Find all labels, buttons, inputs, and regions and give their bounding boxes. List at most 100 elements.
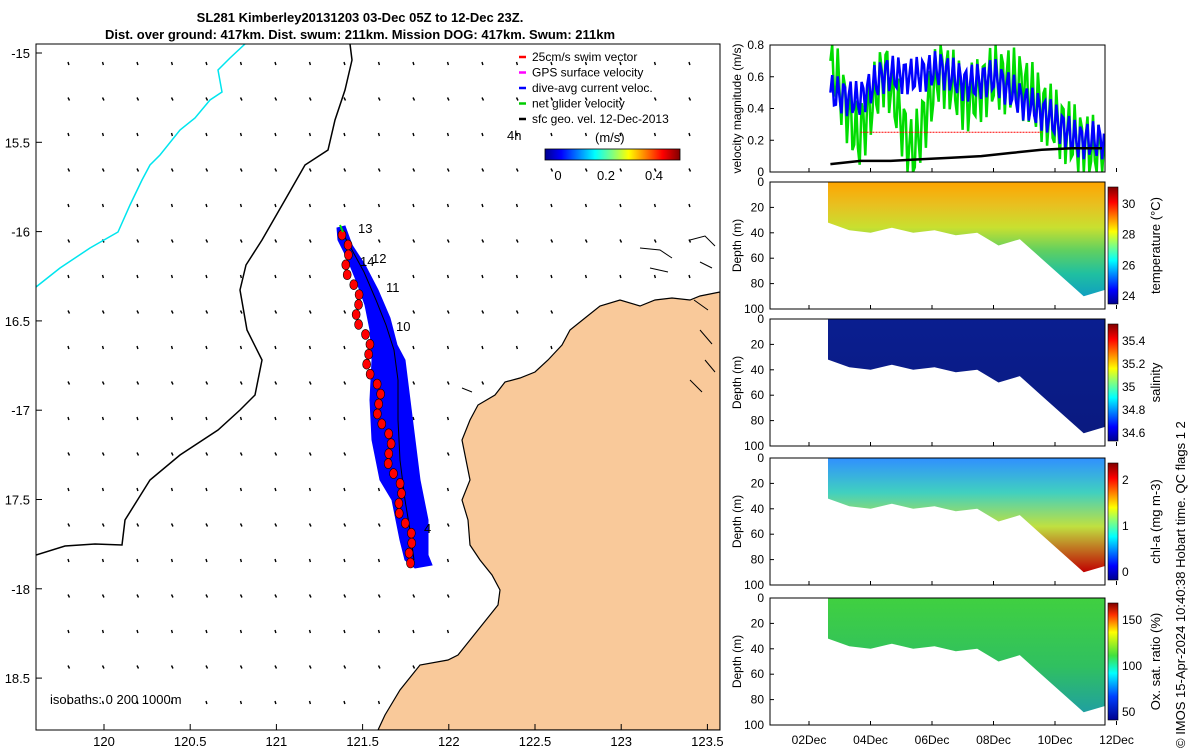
surface-velocity-arrow bbox=[239, 310, 243, 314]
surface-velocity-arrow bbox=[446, 594, 450, 598]
land-mass bbox=[377, 291, 720, 730]
colorbar-tick-label: 34.6 bbox=[1122, 426, 1146, 440]
ytick-label: 0.4 bbox=[747, 102, 764, 116]
surface-velocity-arrow bbox=[205, 558, 208, 563]
surface-velocity-arrow bbox=[239, 132, 243, 137]
surface-velocity-arrow bbox=[446, 239, 450, 243]
surface-velocity-arrow bbox=[274, 274, 277, 279]
surface-velocity-arrow bbox=[239, 274, 243, 279]
surface-velocity-arrow bbox=[67, 558, 70, 563]
surface-velocity-arrow bbox=[239, 594, 243, 598]
ytick-label: 40 bbox=[751, 363, 765, 377]
surface-velocity-arrow bbox=[377, 97, 381, 101]
day-label-10: 10 bbox=[396, 319, 410, 334]
surface-velocity-arrow bbox=[343, 452, 347, 456]
swim-vector bbox=[344, 249, 353, 261]
surface-velocity-arrow bbox=[67, 594, 71, 598]
surface-velocity-arrow bbox=[653, 274, 657, 279]
surface-velocity-arrow bbox=[274, 594, 278, 598]
surface-velocity-arrow bbox=[101, 629, 105, 634]
surface-velocity-arrow bbox=[724, 204, 725, 207]
surface-velocity-arrow bbox=[343, 168, 347, 172]
map-xtick-label: 121.5 bbox=[346, 734, 379, 749]
surface-velocity-arrow bbox=[308, 594, 312, 598]
surface-velocity-arrow bbox=[274, 132, 277, 137]
surface-velocity-arrow bbox=[481, 345, 484, 350]
surface-velocity-arrow bbox=[688, 168, 692, 172]
surface-velocity-arrow bbox=[239, 239, 243, 243]
surface-velocity-arrow bbox=[239, 523, 243, 527]
surface-velocity-arrow bbox=[170, 97, 174, 101]
plot-title-line2: Dist. over ground: 417km. Dist. swum: 21… bbox=[104, 27, 616, 42]
surface-velocity-arrow bbox=[136, 452, 140, 456]
surface-velocity-arrow bbox=[308, 452, 312, 456]
surface-velocity-arrow bbox=[101, 416, 105, 421]
colorbar-tick-label: 2 bbox=[1122, 473, 1129, 487]
legend-label: GPS surface velocity bbox=[532, 66, 643, 80]
surface-velocity-arrow bbox=[446, 523, 450, 527]
surface-velocity-arrow bbox=[274, 700, 277, 705]
ytick-label: 100 bbox=[744, 439, 764, 453]
panel-ylabel: Depth (m) bbox=[730, 635, 744, 688]
surface-velocity-arrow bbox=[412, 274, 415, 279]
surface-velocity-arrow bbox=[205, 416, 208, 421]
map-ytick-label: -15 bbox=[11, 46, 30, 61]
map-ytick-label: 16.5 bbox=[5, 314, 30, 329]
surface-velocity-arrow bbox=[515, 345, 519, 350]
surface-velocity-arrow bbox=[515, 61, 519, 66]
surface-velocity-arrow bbox=[619, 168, 623, 172]
surface-velocity-arrow bbox=[67, 700, 70, 705]
surface-velocity-arrow bbox=[239, 416, 243, 421]
colorbar-tick-label: 24 bbox=[1122, 289, 1136, 303]
surface-velocity-arrow bbox=[653, 239, 657, 243]
surface-velocity-arrow bbox=[308, 381, 312, 385]
surface-velocity-arrow bbox=[67, 487, 70, 492]
panel-ylabel: Depth (m) bbox=[730, 495, 744, 548]
surface-velocity-arrow bbox=[239, 168, 243, 172]
map-legend: 25cm/s swim vector GPS surface velocitydi… bbox=[507, 50, 681, 183]
surface-velocity-arrow bbox=[205, 665, 209, 669]
surface-velocity-arrow bbox=[170, 132, 174, 137]
surface-velocity-arrow bbox=[101, 97, 105, 101]
surface-velocity-arrow bbox=[515, 239, 519, 243]
surface-velocity-arrow bbox=[688, 132, 691, 137]
ytick-label: 80 bbox=[751, 414, 765, 428]
colorbar-tick-label: 28 bbox=[1122, 228, 1136, 242]
surface-velocity-arrow bbox=[619, 203, 622, 208]
map-xtick-label: 120.5 bbox=[174, 734, 207, 749]
surface-velocity-arrow bbox=[550, 61, 553, 66]
plot-title-line1: SL281 Kimberley20131203 03-Dec 05Z to 12… bbox=[196, 10, 524, 25]
surface-velocity-arrow bbox=[377, 700, 381, 705]
section-colorbar bbox=[1107, 186, 1119, 305]
swim-vector bbox=[365, 368, 375, 380]
surface-velocity-arrow bbox=[412, 345, 415, 350]
ytick-label: 40 bbox=[751, 502, 765, 516]
surface-velocity-arrow bbox=[412, 97, 416, 101]
surface-velocity-arrow bbox=[446, 487, 450, 492]
surface-velocity-arrow bbox=[205, 381, 209, 385]
surface-velocity-arrow bbox=[377, 523, 381, 527]
surface-velocity-arrow bbox=[101, 558, 105, 563]
surface-velocity-arrow bbox=[67, 310, 71, 314]
surface-velocity-arrow bbox=[170, 487, 174, 492]
swim-vector bbox=[349, 279, 359, 290]
surface-velocity-arrow bbox=[101, 61, 105, 66]
surface-velocity-arrow bbox=[724, 169, 726, 172]
colorbar-tick-label: 26 bbox=[1122, 258, 1136, 272]
surface-velocity-arrow bbox=[101, 452, 105, 456]
oxygen-panel: 0 20 40 60 80 100 Depth (m) 150 100 50 Ox. sat. ra… bbox=[730, 591, 1163, 747]
surface-velocity-arrow bbox=[205, 452, 209, 456]
date-tick-label: 02Dec bbox=[792, 733, 827, 747]
surface-velocity-arrow bbox=[205, 487, 208, 492]
surface-velocity-arrow bbox=[343, 523, 347, 527]
swim-vector bbox=[376, 388, 385, 400]
surface-velocity-arrow bbox=[170, 452, 174, 456]
surface-velocity-arrow bbox=[67, 345, 70, 350]
surface-velocity-arrow bbox=[239, 558, 243, 563]
surface-velocity-arrow bbox=[724, 275, 725, 278]
surface-velocity-arrow bbox=[170, 168, 174, 172]
surface-velocity-arrow bbox=[377, 487, 381, 492]
surface-velocity-arrow bbox=[550, 239, 554, 243]
swim-vector bbox=[389, 468, 398, 479]
